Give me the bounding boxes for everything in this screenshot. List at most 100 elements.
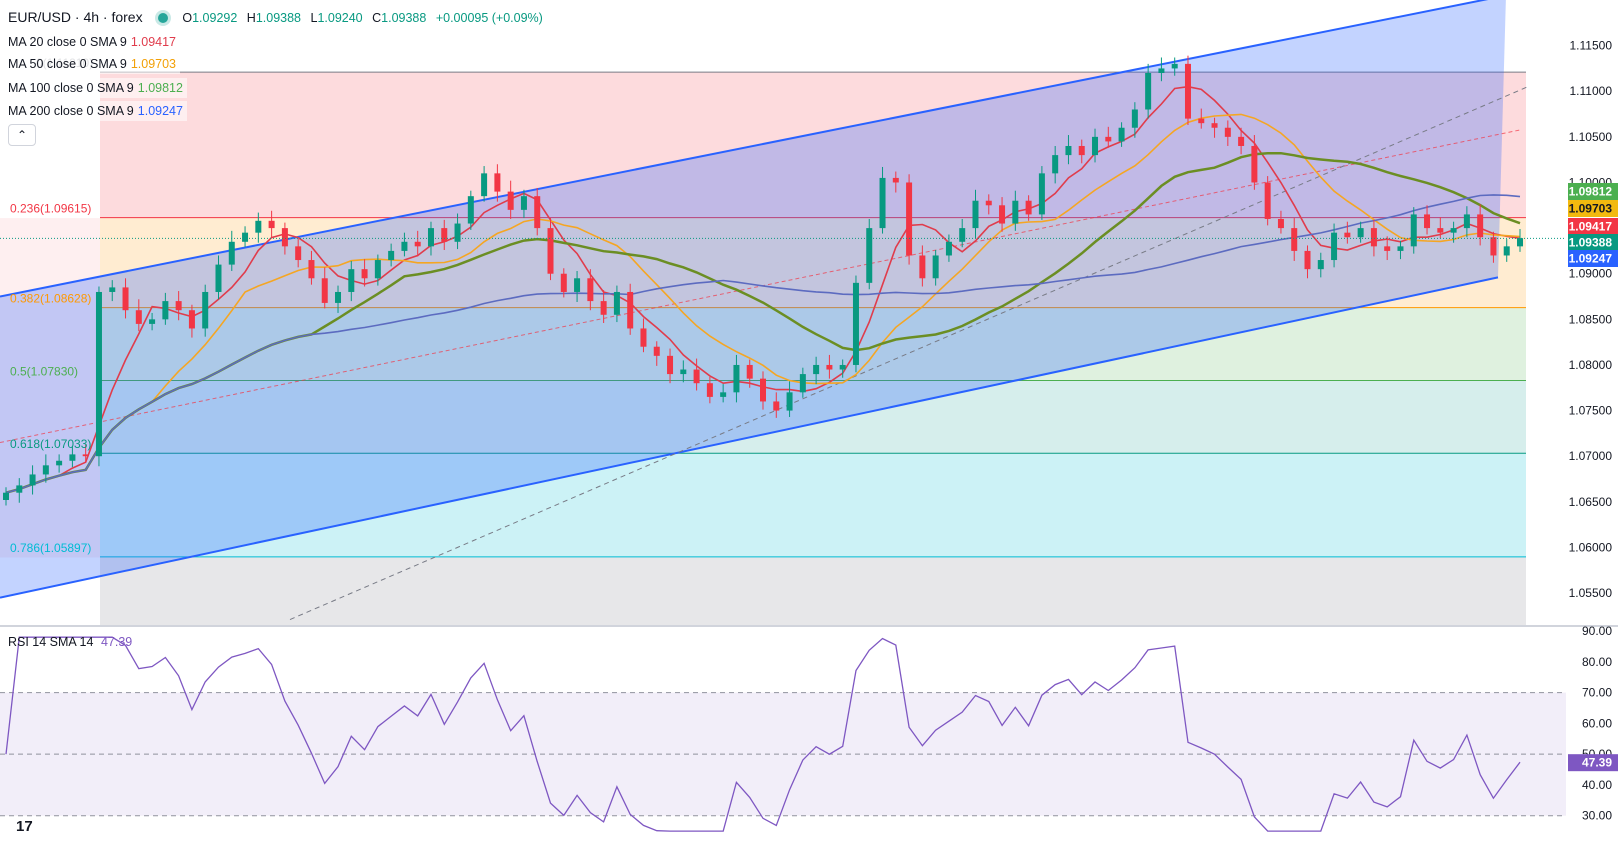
legend-ma200[interactable]: MA 200 close 0 SMA 9 1.09247 <box>8 101 187 121</box>
candle-body <box>175 301 182 311</box>
candle-body <box>799 374 806 393</box>
candle-body <box>1131 109 1138 128</box>
fib-label: 0.382(1.08628) <box>10 292 91 306</box>
candle-body <box>693 369 700 384</box>
channel-upper-line <box>0 0 1489 298</box>
candle-body <box>667 355 674 375</box>
candle-body <box>1092 136 1099 156</box>
candle-body <box>454 223 461 242</box>
candle-body <box>441 228 448 242</box>
candle-body <box>1490 237 1497 256</box>
chevron-up-icon: ⌃ <box>16 128 28 142</box>
candle-body <box>1370 228 1377 247</box>
candle-body <box>228 241 235 265</box>
rsi-tick-label: 30.00 <box>1582 809 1612 823</box>
fibonacci-bands <box>0 71 1526 625</box>
rsi-legend-label: RSI 14 SMA 14 <box>8 635 94 649</box>
candle-body <box>242 232 249 242</box>
candle-body <box>1264 182 1271 219</box>
candle-body <box>401 241 408 251</box>
candle-body <box>852 282 859 365</box>
candle-body <box>945 241 952 256</box>
candle-body <box>494 173 501 192</box>
candle-body <box>653 346 660 356</box>
fib-band <box>100 453 1526 557</box>
candle-body <box>680 369 687 375</box>
candle-body <box>1038 173 1045 215</box>
candle-body <box>135 310 142 324</box>
candle-body <box>1331 232 1338 261</box>
high-label: H <box>246 11 256 25</box>
price-tags: 1.09812 1.09703 1.09417 1.09388 1.09247 <box>1568 183 1618 267</box>
candle-body <box>1517 238 1523 247</box>
symbol-title[interactable]: EUR/USD · 4h · forex <box>8 9 143 25</box>
open-value: 1.09292 <box>192 11 238 25</box>
candle-body <box>361 269 368 279</box>
candle-body <box>520 196 527 210</box>
price-tag-text: 1.09703 <box>1569 202 1613 216</box>
candle-body <box>813 364 820 375</box>
price-tag-text: 1.09388 <box>1569 236 1613 250</box>
rsi-tick-label: 60.00 <box>1582 716 1612 730</box>
candle-body <box>388 250 395 261</box>
collapse-legend-button[interactable]: ⌃ <box>8 124 36 146</box>
candle-body <box>82 454 89 457</box>
fib-band <box>100 72 1526 218</box>
candle-body <box>1158 68 1165 73</box>
candle-body <box>706 383 713 397</box>
candle-body <box>1344 232 1351 238</box>
candle-body <box>1224 127 1231 137</box>
price-tick-label: 1.08500 <box>1569 312 1613 326</box>
price-tick-label: 1.11000 <box>1570 84 1613 98</box>
price-tag-bg <box>1568 218 1618 235</box>
price-tag-text: 1.09417 <box>1569 220 1613 234</box>
price-tick-label: 1.06500 <box>1569 495 1613 509</box>
legend-ma50[interactable]: MA 50 close 0 SMA 9 1.09703 <box>8 54 180 74</box>
candle-body <box>627 291 634 329</box>
candle-body <box>69 454 76 461</box>
candle-body <box>906 182 913 256</box>
price-tick-label: 1.11500 <box>1570 39 1613 53</box>
legend-ma200-value: 1.09247 <box>137 104 183 118</box>
candle-body <box>760 378 766 402</box>
candle-body <box>1424 214 1431 229</box>
rsi-tick-label: 90.00 <box>1582 624 1612 638</box>
candle-body <box>1277 218 1284 229</box>
change-value: +0.00095 (+0.09%) <box>435 11 543 25</box>
price-tick-label: 1.08000 <box>1569 358 1613 372</box>
candle-body <box>95 291 102 457</box>
candle-body <box>1463 214 1470 229</box>
tradingview-logo[interactable]: 17 <box>16 818 33 835</box>
fib-band <box>100 380 1526 454</box>
open-label: O <box>182 11 193 25</box>
price-tag-bg <box>1568 183 1618 200</box>
high-value: 1.09388 <box>255 11 301 25</box>
candle-body <box>879 177 886 229</box>
rsi-pane[interactable] <box>0 625 1618 832</box>
candle-body <box>1025 200 1032 215</box>
legend-ma100[interactable]: MA 100 close 0 SMA 9 1.09812 <box>8 78 187 98</box>
candle-body <box>507 191 514 210</box>
price-tick-label: 1.07500 <box>1569 404 1613 418</box>
candle-body <box>1397 246 1404 251</box>
rsi-legend[interactable]: RSI 14 SMA 14 47.39 <box>8 633 132 651</box>
candle-body <box>600 301 607 315</box>
candle-body <box>999 205 1006 224</box>
candle-body <box>427 228 434 247</box>
low-label: L <box>310 11 318 25</box>
legend-ma50-label: MA 50 close 0 SMA 9 <box>8 57 127 71</box>
candle-body <box>1238 136 1245 146</box>
candle-body <box>1251 145 1258 183</box>
legend-ma20[interactable]: MA 20 close 0 SMA 9 1.09417 <box>8 32 180 52</box>
candle-body <box>839 364 846 370</box>
fib-label: 0.618(1.07033) <box>10 437 91 451</box>
candle-body <box>281 228 288 247</box>
rsi-tick-label: 40.00 <box>1582 778 1612 792</box>
price-tick-label: 1.10500 <box>1569 130 1613 144</box>
candle-body <box>866 228 873 283</box>
candle-body <box>1317 260 1324 270</box>
candle-body <box>321 278 328 303</box>
